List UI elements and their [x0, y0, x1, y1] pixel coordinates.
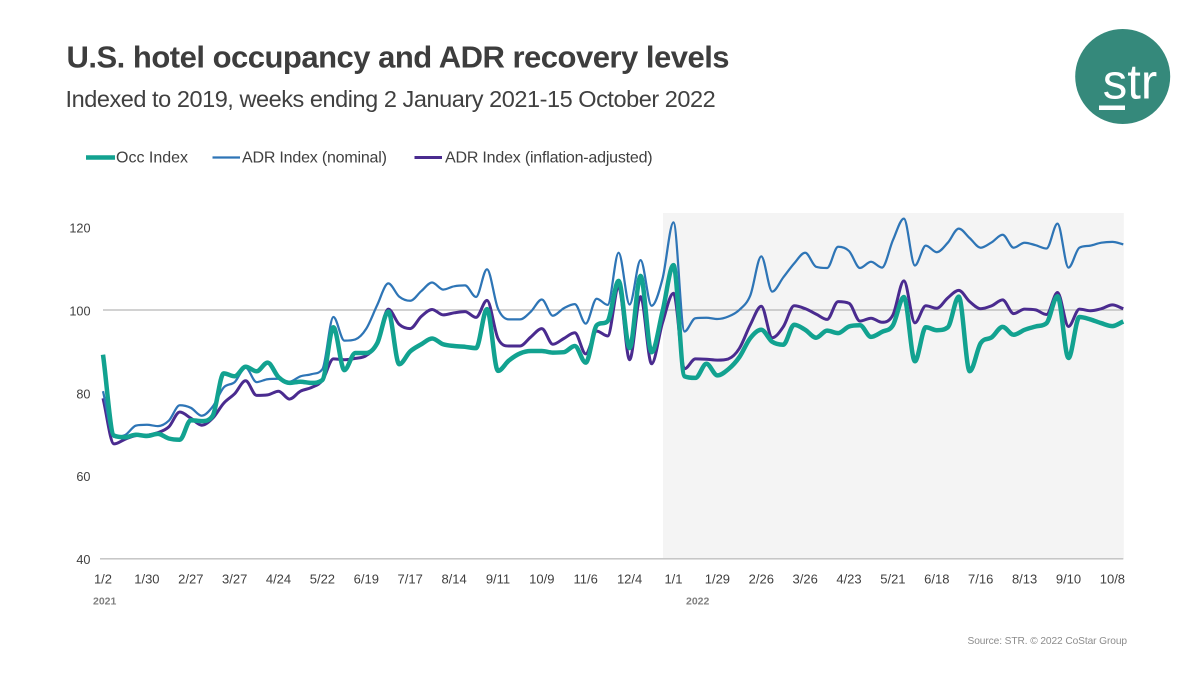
svg-text:2021: 2021	[93, 596, 117, 608]
svg-text:2/27: 2/27	[178, 572, 203, 587]
svg-text:5/22: 5/22	[310, 572, 335, 587]
svg-text:100: 100	[69, 304, 90, 318]
svg-text:U.S. hotel occupancy and ADR r: U.S. hotel occupancy and ADR recovery le…	[67, 40, 730, 75]
svg-text:1/2: 1/2	[94, 572, 112, 587]
svg-text:8/13: 8/13	[1012, 572, 1037, 587]
svg-text:4/23: 4/23	[836, 572, 861, 587]
svg-text:6/18: 6/18	[924, 572, 949, 587]
svg-text:80: 80	[76, 387, 90, 401]
svg-text:ADR Index (nominal): ADR Index (nominal)	[242, 150, 387, 167]
svg-text:2022: 2022	[686, 596, 710, 608]
svg-text:9/10: 9/10	[1056, 572, 1081, 587]
svg-text:str: str	[1103, 56, 1157, 110]
svg-text:1/1: 1/1	[664, 572, 682, 587]
svg-text:Indexed to 2019, weeks ending: Indexed to 2019, weeks ending 2 January …	[66, 86, 716, 112]
svg-text:ADR Index (inflation-adjusted): ADR Index (inflation-adjusted)	[445, 150, 652, 167]
svg-text:8/14: 8/14	[441, 572, 466, 587]
svg-text:5/21: 5/21	[880, 572, 905, 587]
svg-text:11/6: 11/6	[574, 572, 598, 587]
svg-text:40: 40	[76, 553, 90, 567]
svg-text:6/19: 6/19	[354, 572, 379, 587]
svg-text:10/9: 10/9	[529, 572, 554, 587]
svg-text:9/11: 9/11	[486, 572, 510, 587]
svg-text:Occ Index: Occ Index	[116, 150, 188, 167]
svg-text:7/17: 7/17	[398, 572, 423, 587]
svg-text:2/26: 2/26	[749, 572, 774, 587]
svg-text:Source: STR. © 2022 CoStar Gro: Source: STR. © 2022 CoStar Group	[968, 636, 1128, 647]
svg-text:3/27: 3/27	[222, 572, 247, 587]
svg-text:120: 120	[69, 221, 90, 235]
svg-text:4/24: 4/24	[266, 572, 291, 587]
svg-text:1/30: 1/30	[134, 572, 159, 587]
svg-text:7/16: 7/16	[968, 572, 993, 587]
svg-text:1/29: 1/29	[705, 572, 730, 587]
svg-text:3/26: 3/26	[793, 572, 818, 587]
svg-text:60: 60	[76, 470, 90, 484]
svg-text:10/8: 10/8	[1100, 572, 1125, 587]
svg-text:12/4: 12/4	[617, 572, 642, 587]
